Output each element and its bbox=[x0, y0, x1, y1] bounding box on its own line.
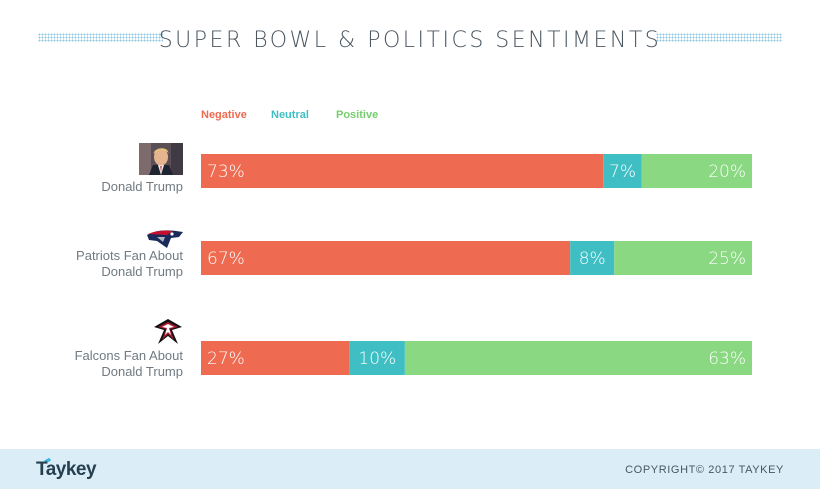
bar-label-neutral-row1: 7% bbox=[609, 162, 636, 182]
donald-trump-photo-icon bbox=[139, 143, 183, 175]
row-label-falcons-fan: Falcons Fan About Donald Trump bbox=[74, 348, 183, 379]
stacked-bar-chart: 73% 7% 20% 67% 8% 25% 27% 10% 63% bbox=[201, 154, 752, 375]
title-decoration-left bbox=[38, 33, 163, 42]
bar-segment-positive-row1 bbox=[641, 154, 752, 188]
bar-label-positive-row1: 20% bbox=[708, 162, 746, 182]
title-area: SUPER BOWL & POLITICS SENTIMENTS bbox=[0, 22, 820, 58]
falcons-logo-icon bbox=[154, 319, 182, 344]
bar-segment-neutral-row2 bbox=[570, 241, 615, 275]
bar-segment-negative-row2 bbox=[201, 241, 571, 275]
bar-label-neutral-row2: 8% bbox=[579, 249, 606, 269]
patriots-logo-icon bbox=[147, 230, 183, 248]
bar-label-negative-row2: 67% bbox=[207, 249, 245, 269]
brand-name: Taykey bbox=[36, 459, 97, 480]
bar-label-neutral-row3: 10% bbox=[358, 349, 396, 369]
bar-label-negative-row3: 27% bbox=[207, 349, 245, 369]
chart-title: SUPER BOWL & POLITICS SENTIMENTS bbox=[158, 28, 662, 53]
bar-label-positive-row3: 63% bbox=[708, 349, 746, 369]
bar-segment-negative-row1 bbox=[201, 154, 604, 188]
taykey-logo-icon bbox=[44, 457, 52, 464]
legend-negative: Negative bbox=[201, 109, 247, 121]
bar-segment-positive-row3 bbox=[404, 341, 752, 375]
bar-segment-negative-row3 bbox=[201, 341, 350, 375]
copyright-text: COPYRIGHT© 2017 TAYKEY bbox=[625, 464, 784, 476]
legend-neutral: Neutral bbox=[271, 109, 309, 121]
row-label-donald-trump: Donald Trump bbox=[101, 179, 183, 194]
footer: Taykey COPYRIGHT© 2017 TAYKEY bbox=[0, 449, 820, 489]
bar-label-positive-row2: 25% bbox=[708, 249, 746, 269]
title-decoration-right bbox=[656, 33, 782, 42]
bar-segment-positive-row2 bbox=[614, 241, 752, 275]
bar-segment-neutral-row3 bbox=[349, 341, 405, 375]
bar-segment-neutral-row1 bbox=[603, 154, 642, 188]
row-label-patriots-fan: Patriots Fan About Donald Trump bbox=[76, 248, 183, 279]
bar-label-negative-row1: 73% bbox=[207, 162, 245, 182]
legend-positive: Positive bbox=[336, 109, 379, 121]
